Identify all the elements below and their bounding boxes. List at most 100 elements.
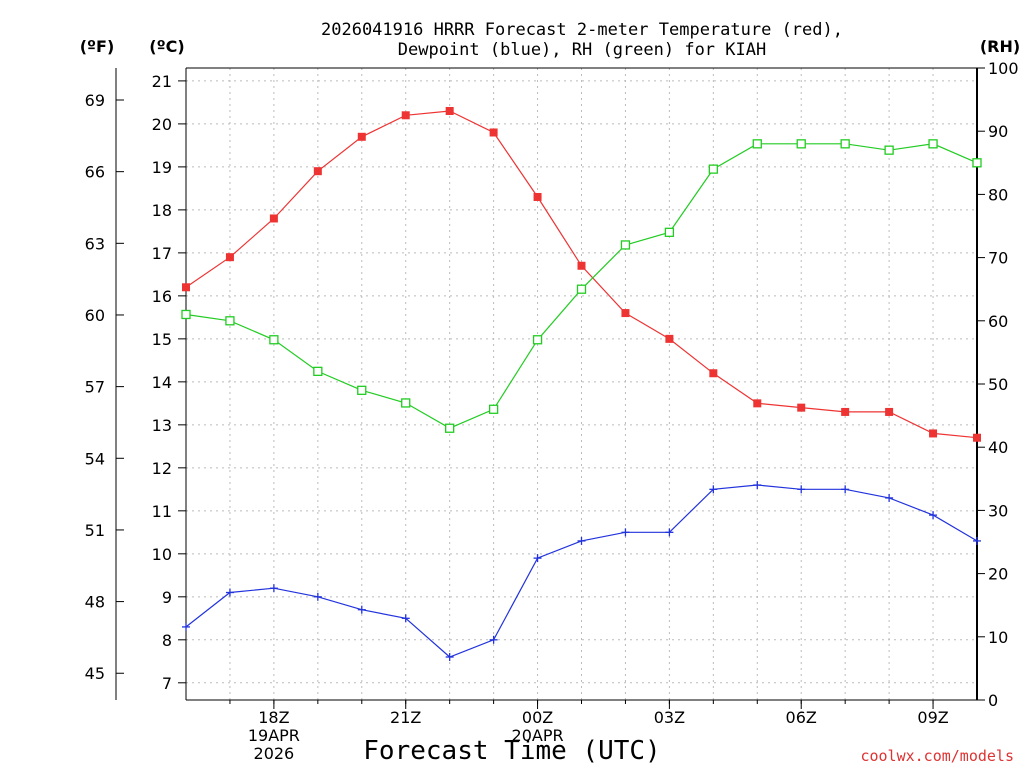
celsius-tick-label: 8 xyxy=(162,631,172,650)
data-series xyxy=(181,106,982,662)
fahrenheit-tick-label: 45 xyxy=(85,664,105,683)
dewpoint-point xyxy=(357,605,366,614)
fahrenheit-tick-label: 63 xyxy=(85,234,105,253)
x-tick-year-label: 2026 xyxy=(254,744,295,763)
fahrenheit-tick-label: 48 xyxy=(85,593,105,612)
dewpoint-point xyxy=(753,481,762,490)
fahrenheit-tick-label: 66 xyxy=(85,163,105,182)
dewpoint-point xyxy=(885,493,894,502)
dewpoint-point xyxy=(533,554,542,563)
temperature-point xyxy=(182,283,190,292)
x-tick-label: 06Z xyxy=(786,708,817,727)
celsius-tick-label: 11 xyxy=(152,502,172,521)
fahrenheit-tick-label: 60 xyxy=(85,306,105,325)
temperature-point xyxy=(577,261,586,270)
x-tick-label: 21Z xyxy=(390,708,421,727)
rh-point xyxy=(357,385,367,395)
x-tick-date-label: 19APR xyxy=(248,726,300,745)
dewpoint-point xyxy=(709,485,718,494)
rh-point xyxy=(840,139,850,149)
rh-point xyxy=(181,309,191,320)
rh-tick-label: 50 xyxy=(988,375,1008,394)
rh-point xyxy=(269,335,279,345)
dewpoint-point xyxy=(797,485,806,494)
rh-tick-label: 20 xyxy=(988,565,1008,584)
celsius-unit-label: (ºC) xyxy=(149,37,184,56)
celsius-tick-label: 15 xyxy=(152,330,172,349)
dewpoint-point xyxy=(269,584,278,593)
dewpoint-point xyxy=(313,592,322,601)
dewpoint-point xyxy=(489,635,498,644)
fahrenheit-tick-label: 69 xyxy=(85,91,105,110)
rh-point xyxy=(225,316,235,326)
dewpoint-point xyxy=(841,485,850,494)
rh-tick-label: 30 xyxy=(988,501,1008,520)
axes: 7 8 9 10 11 12 13 14 15 16 17 18 19 20 21 45 48 51 54 57 60 6… xyxy=(85,59,1019,763)
rh-tick-label: 80 xyxy=(988,185,1008,204)
x-axis-label: Forecast Time (UTC) xyxy=(363,736,660,766)
x-tick-label: 09Z xyxy=(917,708,948,727)
rh-point xyxy=(884,145,894,155)
temperature-point xyxy=(973,433,981,442)
credit-text: coolwx.com/models xyxy=(860,747,1014,765)
temperature-point xyxy=(401,111,410,120)
temperature-point xyxy=(709,369,718,378)
dewpoint-point xyxy=(621,528,630,537)
rh-point xyxy=(752,139,762,149)
dewpoint-point xyxy=(225,588,234,597)
temperature-point xyxy=(841,407,850,416)
x-tick-label: 00Z xyxy=(522,708,553,727)
fahrenheit-unit-label: (ºF) xyxy=(80,37,115,56)
rh-tick-label: 90 xyxy=(988,122,1008,141)
chart-title-line2: Dewpoint (blue), RH (green) for KIAH xyxy=(398,40,766,60)
rh-point xyxy=(796,139,806,149)
fahrenheit-tick-label: 57 xyxy=(85,378,105,397)
celsius-tick-label: 17 xyxy=(152,244,172,263)
fahrenheit-tick-label: 54 xyxy=(85,449,105,468)
fahrenheit-tick-label: 51 xyxy=(85,521,105,540)
celsius-tick-label: 14 xyxy=(152,373,172,392)
temperature-point xyxy=(885,407,894,416)
temperature-series-line xyxy=(185,110,978,439)
dewpoint-point xyxy=(445,653,454,662)
celsius-tick-label: 10 xyxy=(152,545,172,564)
rh-point xyxy=(576,284,587,294)
rh-point xyxy=(445,423,455,433)
temperature-point xyxy=(225,253,234,262)
rh-point xyxy=(664,227,675,237)
temperature-point xyxy=(797,403,806,412)
rh-tick-label: 40 xyxy=(988,438,1008,457)
temperature-point xyxy=(445,106,454,115)
temperature-point xyxy=(269,214,278,223)
temperature-point xyxy=(313,167,322,176)
rh-unit-label: (RH) xyxy=(980,37,1020,56)
temperature-point xyxy=(357,132,366,141)
rh-point xyxy=(532,335,543,345)
temperature-point xyxy=(665,334,674,343)
rh-tick-label: 100 xyxy=(988,59,1019,78)
x-tick-date-label: 20APR xyxy=(512,726,564,745)
celsius-tick-label: 21 xyxy=(152,72,172,91)
chart-title-line1: 2026041916 HRRR Forecast 2-meter Tempera… xyxy=(321,20,843,40)
x-tick-label: 18Z xyxy=(258,708,289,727)
dewpoint-point xyxy=(929,511,938,520)
dewpoint-point xyxy=(973,536,981,545)
dewpoint-point xyxy=(182,622,190,631)
rh-tick-label: 0 xyxy=(988,691,998,710)
celsius-tick-label: 18 xyxy=(152,201,172,220)
temperature-point xyxy=(753,399,762,408)
celsius-tick-label: 9 xyxy=(162,588,172,607)
rh-point xyxy=(972,158,982,168)
rh-point xyxy=(401,398,411,408)
celsius-tick-label: 7 xyxy=(162,674,172,693)
grid-lines xyxy=(186,68,977,700)
rh-point xyxy=(620,240,631,250)
temperature-point xyxy=(621,309,630,318)
celsius-tick-label: 13 xyxy=(152,416,172,435)
x-tick-label: 03Z xyxy=(654,708,685,727)
rh-tick-label: 70 xyxy=(988,249,1008,268)
temperature-point xyxy=(489,128,498,137)
dewpoint-point xyxy=(401,614,410,623)
rh-point xyxy=(708,164,718,174)
